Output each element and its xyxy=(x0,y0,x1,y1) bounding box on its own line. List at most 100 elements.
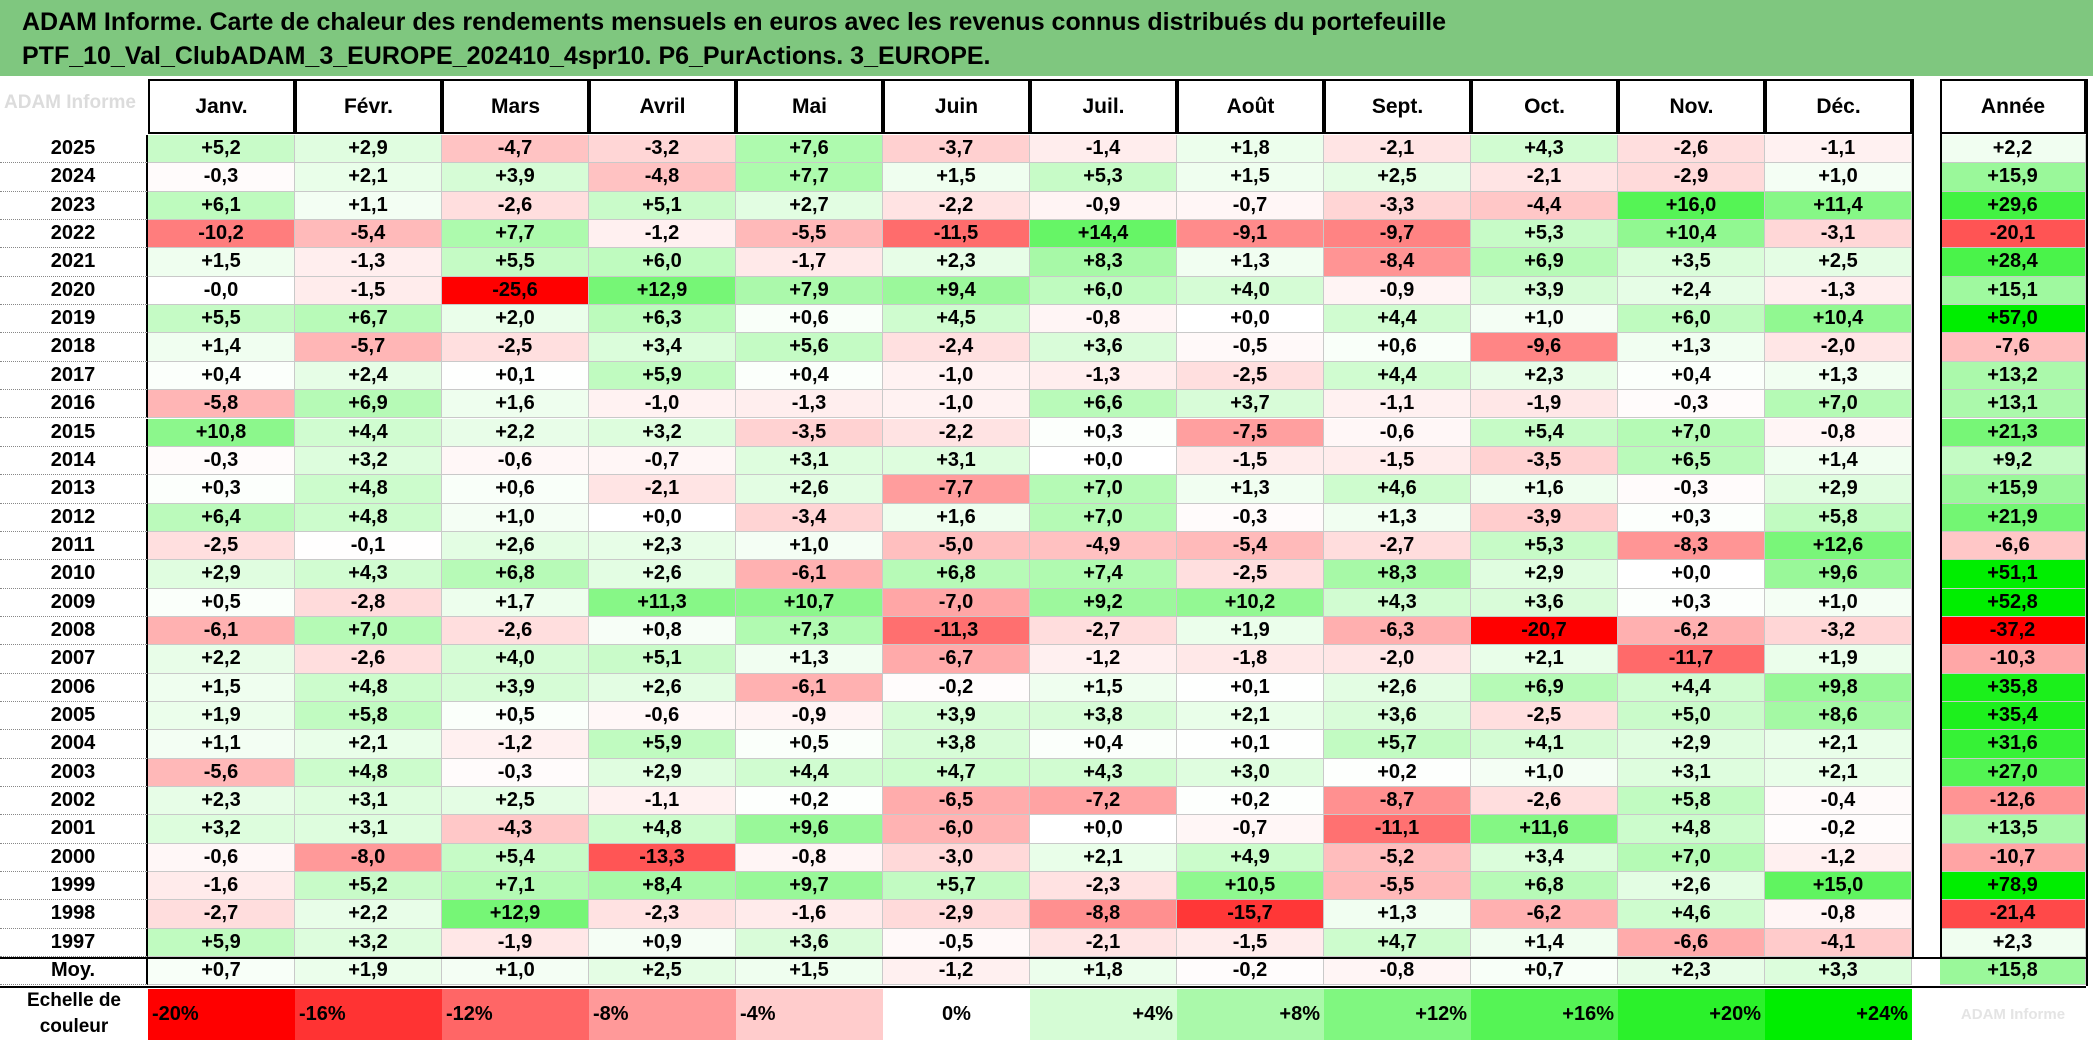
heatmap-cell: -8,3 xyxy=(1618,531,1765,561)
heatmap-cell: +3,6 xyxy=(1471,588,1618,617)
heatmap-cell: -3,1 xyxy=(1765,220,1912,249)
heatmap-cell: +1,5 xyxy=(883,163,1030,192)
heatmap-cell: +2,6 xyxy=(736,475,883,504)
heatmap-cell: -1,1 xyxy=(1324,390,1471,419)
heatmap-cell: +4,6 xyxy=(1618,900,1765,929)
heatmap-cell: +1,4 xyxy=(1471,928,1618,958)
heatmap-cell: +0,4 xyxy=(148,361,295,391)
heatmap-cell: -1,3 xyxy=(1030,361,1177,391)
scale-swatch: +16% xyxy=(1471,988,1618,1040)
heatmap-cell: +5,2 xyxy=(295,872,442,901)
heatmap-cell: -0,6 xyxy=(1324,418,1471,447)
heatmap-cell: +5,0 xyxy=(1618,702,1765,731)
year-label: 2014 xyxy=(0,446,148,476)
annual-cell: +13,2 xyxy=(1940,361,2086,391)
scale-label: Echelle de couleur xyxy=(0,988,148,1040)
heatmap-cell: -2,5 xyxy=(1177,560,1324,589)
heatmap-cell: +2,6 xyxy=(442,531,589,561)
heatmap-cell: +2,6 xyxy=(589,560,736,589)
heatmap-cell: -4,4 xyxy=(1471,191,1618,221)
heatmap-cell: +1,5 xyxy=(148,248,295,277)
heatmap-cell: -5,4 xyxy=(1177,531,1324,561)
heatmap-cell: +0,5 xyxy=(736,730,883,759)
heatmap-cell: -5,4 xyxy=(295,220,442,249)
heatmap-cell: +2,2 xyxy=(148,645,295,674)
heatmap-cell: +5,5 xyxy=(442,248,589,277)
average-cell: +3,3 xyxy=(1765,957,1912,986)
heatmap-cell: +10,8 xyxy=(148,418,295,447)
heatmap-cell: +1,9 xyxy=(1765,645,1912,674)
heatmap-cell: +0,6 xyxy=(736,305,883,334)
heatmap-cell: +11,4 xyxy=(1765,191,1912,221)
heatmap-cell: +2,1 xyxy=(1471,645,1618,674)
scale-swatch: +12% xyxy=(1324,988,1471,1040)
scale-label-line: couleur xyxy=(39,1016,109,1038)
heatmap-cell: +5,6 xyxy=(736,333,883,362)
heatmap-cell: +2,1 xyxy=(1765,758,1912,788)
annual-cell: +52,8 xyxy=(1940,588,2086,617)
heatmap-cell: -4,3 xyxy=(442,815,589,844)
heatmap-cell: -0,8 xyxy=(1030,305,1177,334)
heatmap-cell: -2,7 xyxy=(148,900,295,929)
heatmap-cell: +4,8 xyxy=(295,758,442,788)
heatmap-cell: -0,3 xyxy=(148,163,295,192)
heatmap-cell: -0,7 xyxy=(1177,191,1324,221)
heatmap-cell: +8,4 xyxy=(589,872,736,901)
heatmap-cell: -0,3 xyxy=(148,446,295,476)
heatmap-cell: +5,4 xyxy=(442,843,589,873)
heatmap-cell: +16,0 xyxy=(1618,191,1765,221)
month-header: Sept. xyxy=(1324,79,1471,134)
heatmap-cell: +7,7 xyxy=(736,163,883,192)
heatmap-cell: +9,6 xyxy=(736,815,883,844)
heatmap-cell: -1,5 xyxy=(1177,446,1324,476)
annual-cell: -6,6 xyxy=(1940,531,2086,561)
heatmap-cell: -0,6 xyxy=(589,702,736,731)
heatmap-cell: +5,3 xyxy=(1471,531,1618,561)
heatmap-cell: +0,9 xyxy=(589,928,736,958)
heatmap-cell: +1,6 xyxy=(883,503,1030,532)
heatmap-cell: -2,1 xyxy=(1030,928,1177,958)
scale-swatch: -4% xyxy=(736,988,883,1040)
year-label: 2003 xyxy=(0,758,148,788)
month-header: Juin xyxy=(883,79,1030,134)
heatmap-cell: -5,5 xyxy=(736,220,883,249)
heatmap-cell: -2,9 xyxy=(1618,163,1765,192)
month-header: Juil. xyxy=(1030,79,1177,134)
heatmap-cell: +2,7 xyxy=(736,191,883,221)
heatmap-cell: +5,3 xyxy=(1471,220,1618,249)
month-header: Mai xyxy=(736,79,883,134)
heatmap-cell: +2,3 xyxy=(1471,361,1618,391)
year-label: 1997 xyxy=(0,928,148,958)
annual-cell: +15,1 xyxy=(1940,276,2086,306)
heatmap-cell: -9,7 xyxy=(1324,220,1471,249)
scale-swatch: +4% xyxy=(1030,988,1177,1040)
heatmap-cell: +2,1 xyxy=(295,163,442,192)
annual-cell: +15,9 xyxy=(1940,163,2086,192)
heatmap-cell: -2,1 xyxy=(1324,135,1471,164)
heatmap-cell: -4,8 xyxy=(589,163,736,192)
heatmap-cell: -6,7 xyxy=(883,645,1030,674)
annual-cell: -10,7 xyxy=(1940,843,2086,873)
heatmap-cell: +12,6 xyxy=(1765,531,1912,561)
heatmap-cell: -3,2 xyxy=(1765,616,1912,646)
heatmap-cell: +0,6 xyxy=(1324,333,1471,362)
heatmap-cell: +0,0 xyxy=(1030,815,1177,844)
annual-cell: +51,1 xyxy=(1940,560,2086,589)
heatmap-cell: +0,2 xyxy=(1177,787,1324,816)
heatmap-cell: +6,7 xyxy=(295,305,442,334)
heatmap-cell: +5,5 xyxy=(148,305,295,334)
heatmap-cell: -2,6 xyxy=(442,191,589,221)
scale-swatch: -8% xyxy=(589,988,736,1040)
year-label: 2013 xyxy=(0,475,148,504)
annual-cell: -21,4 xyxy=(1940,900,2086,929)
heatmap-cell: -4,9 xyxy=(1030,531,1177,561)
heatmap-cell: -7,2 xyxy=(1030,787,1177,816)
year-label: 2010 xyxy=(0,560,148,589)
heatmap-cell: +7,0 xyxy=(1030,503,1177,532)
heatmap-cell: +1,5 xyxy=(148,673,295,702)
heatmap-cell: -2,7 xyxy=(1324,531,1471,561)
heatmap-cell: -2,2 xyxy=(883,418,1030,447)
scale-swatch: -16% xyxy=(295,988,442,1040)
heatmap-cell: +4,4 xyxy=(1618,673,1765,702)
grid-line xyxy=(1912,79,1914,958)
